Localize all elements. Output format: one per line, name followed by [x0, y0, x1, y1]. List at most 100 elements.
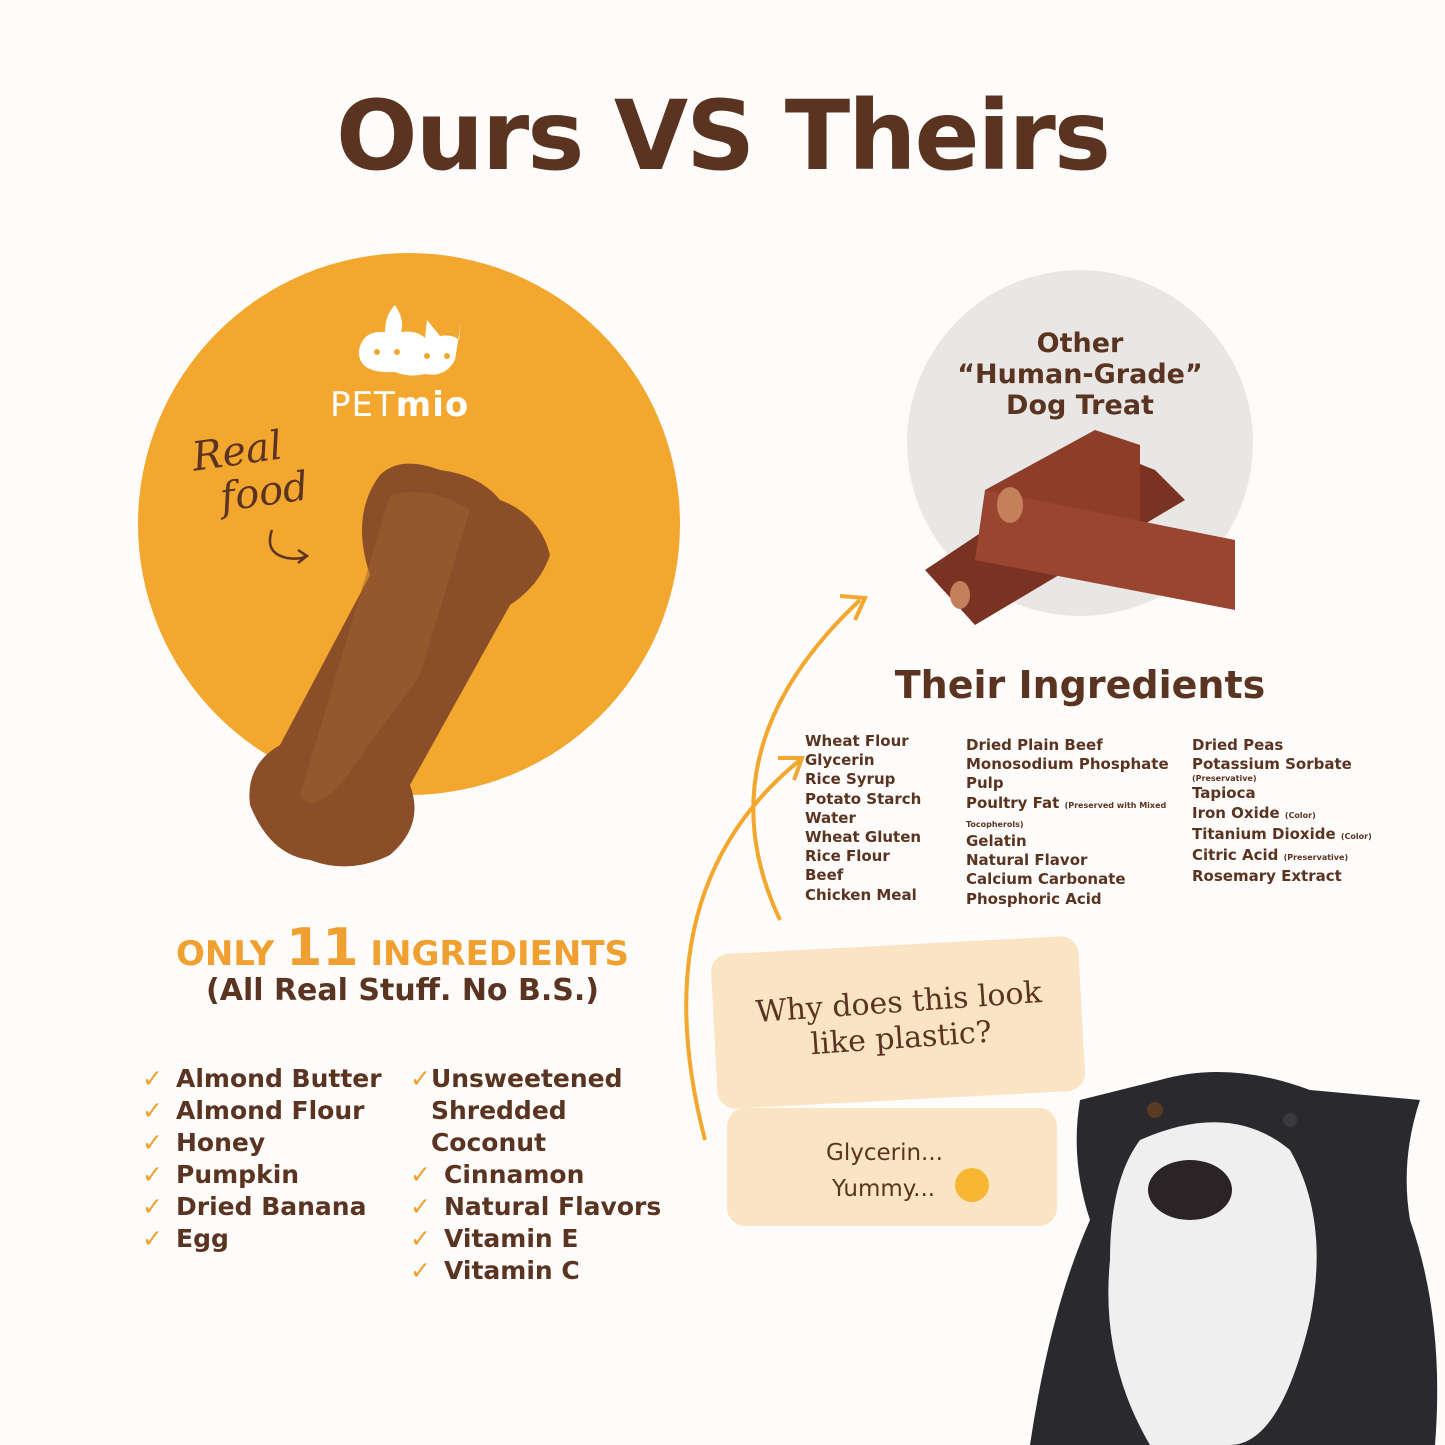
ingredient-label: Cinnamon: [444, 1160, 585, 1189]
check-icon: ✓: [142, 1096, 163, 1125]
husky-dog-photo: [1030, 1072, 1438, 1445]
comparison-arrows: [684, 594, 868, 1141]
check-icon: ✓: [410, 1224, 431, 1253]
ingredient-item: ✓ Unsweetened Shredded Coconut: [410, 1063, 670, 1159]
ingredient-name: Chicken Meal: [805, 885, 917, 904]
ingredient-item: ✓ Cinnamon: [410, 1159, 670, 1191]
check-icon: ✓: [142, 1064, 163, 1093]
ingredient-name: Gelatin: [966, 832, 1027, 851]
ingredient-label: Vitamin C: [444, 1256, 580, 1285]
their-ingredient-item: Pulp: [966, 774, 1181, 793]
page-title: Ours VS Theirs: [335, 80, 1111, 192]
competitor-stick-treats: [925, 430, 1235, 625]
ingredient-name: Rice Syrup: [805, 770, 896, 789]
ingredient-item: ✓ Almond Butter: [142, 1063, 382, 1095]
ingredient-label: Dried Banana: [176, 1192, 367, 1221]
ingredient-subtitle: (All Real Stuff. No B.S.): [206, 973, 599, 1008]
their-ingredient-item: Poultry Fat (Preserved with Mixed Tocoph…: [966, 794, 1181, 832]
their-ingredients-heading: Their Ingredients: [894, 663, 1266, 707]
their-ingredient-item: Phosphoric Acid: [966, 890, 1181, 909]
other-treat-title: Other “Human-Grade” Dog Treat: [957, 328, 1203, 421]
ingredient-note: (Preservative): [1283, 853, 1349, 863]
ingredient-note: (Preserved with Mixed Tocopherols): [966, 800, 1167, 829]
ingredient-name: Poultry Fat: [966, 793, 1060, 812]
ingredient-label: Vitamin E: [444, 1224, 579, 1253]
ingredient-name: Phosphoric Acid: [966, 889, 1102, 908]
check-icon: ✓: [410, 1064, 431, 1093]
ingredient-note: (Color): [1284, 810, 1316, 820]
check-icon: ✓: [410, 1160, 431, 1189]
ingredient-name: Titanium Dioxide: [1192, 824, 1336, 843]
their-ingredient-item: Glycerin: [805, 751, 921, 770]
their-ingredient-item: Citric Acid (Preservative): [1192, 846, 1382, 867]
their-ingredient-item: Potato Starch: [805, 790, 921, 809]
their-ingredient-item: Potassium Sorbate (Preservative): [1192, 755, 1382, 784]
ingredient-item: ✓ Honey: [142, 1127, 382, 1159]
their-ingredient-item: Chicken Meal: [805, 886, 921, 905]
ingredient-item: ✓ Natural Flavors: [410, 1191, 670, 1223]
ingredient-name: Iron Oxide: [1192, 803, 1280, 822]
their-ingredient-item: Dried Plain Beef: [966, 736, 1181, 755]
ours-ingredients-col2: ✓ Unsweetened Shredded Coconut ✓ Cinnamon ✓ N…: [410, 1063, 670, 1287]
ingredient-name: Water: [805, 808, 856, 827]
ingredient-label: Pumpkin: [176, 1160, 300, 1189]
their-ingredients-col2: Dried Plain Beef Monosodium Phosphate Pulp…: [966, 736, 1181, 909]
ingredient-item: ✓ Dried Banana: [142, 1191, 382, 1223]
curved-arrow-icon: [268, 529, 310, 564]
ingredient-name: Potato Starch: [805, 789, 922, 808]
ingredient-item: ✓ Egg: [142, 1223, 382, 1255]
dog-and-cat-logo-icon: [358, 305, 461, 376]
check-icon: ✓: [142, 1160, 163, 1189]
ingredient-label: Almond Flour: [176, 1096, 365, 1125]
their-ingredient-item: Iron Oxide (Color): [1192, 804, 1382, 825]
ingredient-item: ✓ Almond Flour: [142, 1095, 382, 1127]
their-ingredient-item: Titanium Dioxide (Color): [1192, 825, 1382, 846]
ingredient-name: Monosodium Phosphate: [966, 755, 1169, 774]
ingredient-item: ✓ Pumpkin: [142, 1159, 382, 1191]
their-ingredient-item: Calcium Carbonate: [966, 870, 1181, 889]
ingredient-count-heading: ONLY 11 INGREDIENTS: [175, 918, 630, 978]
ingredient-item: ✓ Vitamin C: [410, 1255, 670, 1287]
ingredient-name: Dried Plain Beef: [966, 736, 1103, 754]
check-icon: ✓: [410, 1192, 431, 1221]
ingredient-name: Calcium Carbonate: [966, 870, 1126, 889]
answer-bubble: [727, 1108, 1057, 1226]
ingredient-name: Rice Flour: [805, 847, 890, 866]
unamused-face-icon: [955, 1168, 989, 1202]
ingredient-item: ✓ Vitamin E: [410, 1223, 670, 1255]
check-icon: ✓: [142, 1224, 163, 1253]
ingredient-label: Natural Flavors: [444, 1192, 662, 1221]
check-icon: ✓: [142, 1128, 163, 1157]
petmio-bone-treat: [249, 463, 550, 867]
ingredient-label: Almond Butter: [176, 1064, 382, 1093]
ingredient-note: (Preservative): [1192, 774, 1257, 784]
ingredient-name: Tapioca: [1192, 784, 1256, 803]
their-ingredient-item: Rosemary Extract: [1192, 867, 1382, 886]
their-ingredient-item: Rice Syrup: [805, 770, 921, 789]
ingredient-name: Dried Peas: [1192, 736, 1284, 754]
their-ingredient-item: Beef: [805, 866, 921, 885]
ingredient-name: Rosemary Extract: [1192, 867, 1342, 886]
ingredient-name: Potassium Sorbate: [1192, 755, 1352, 774]
their-ingredient-item: Gelatin: [966, 832, 1181, 851]
ingredient-label: Honey: [176, 1128, 266, 1157]
brand-logo: PETmio: [330, 385, 470, 425]
their-ingredient-item: Wheat Flour: [805, 732, 921, 751]
their-ingredient-item: Natural Flavor: [966, 851, 1181, 870]
check-icon: ✓: [142, 1192, 163, 1221]
ingredient-label: Egg: [176, 1224, 229, 1253]
ours-ingredients-col1: ✓ Almond Butter ✓ Almond Flour ✓ Honey ✓ Pumpki…: [142, 1063, 382, 1255]
their-ingredients-col3: Dried Peas Potassium Sorbate (Preservativ…: [1192, 736, 1382, 886]
answer-text: Glycerin... Yummy...: [826, 1140, 943, 1202]
ingredient-note: (Color): [1340, 831, 1372, 841]
ingredient-name: Beef: [805, 866, 844, 885]
ingredient-name: Natural Flavor: [966, 851, 1088, 870]
check-icon: ✓: [410, 1256, 431, 1285]
ingredient-name: Pulp: [966, 774, 1004, 793]
ingredient-name: Glycerin: [805, 751, 875, 770]
their-ingredient-item: Wheat Gluten: [805, 828, 921, 847]
ingredient-label: Unsweetened Shredded Coconut: [430, 1064, 623, 1157]
their-ingredients-col1: Wheat Flour Glycerin Rice Syrup Potato Star…: [805, 732, 921, 905]
ingredient-name: Citric Acid: [1192, 846, 1279, 865]
their-ingredient-item: Dried Peas: [1192, 736, 1382, 755]
